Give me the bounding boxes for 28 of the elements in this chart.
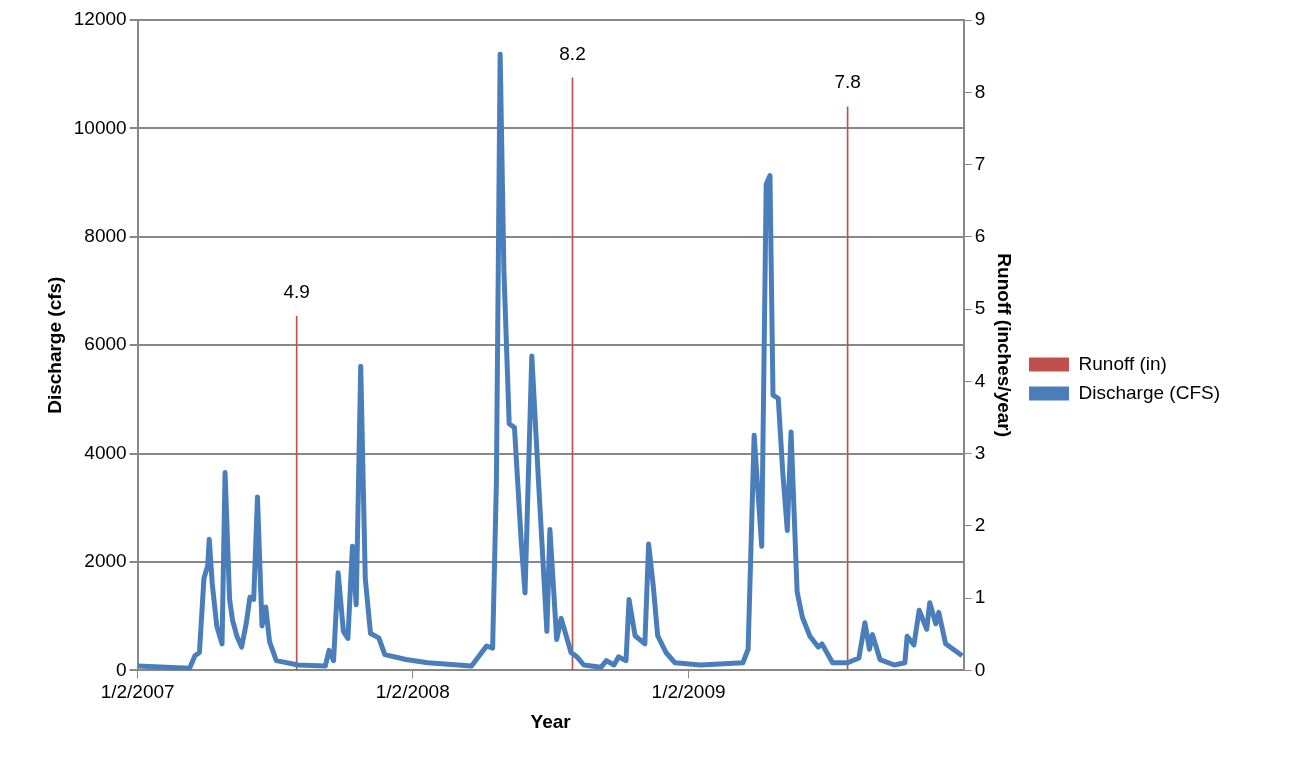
y-tick-label: 0	[116, 658, 127, 680]
y-tick-label: 4000	[84, 441, 127, 463]
y-tick-label: 10000	[73, 116, 127, 138]
y2-tick-label: 2	[974, 514, 986, 536]
x-tick-label: 1/2/2008	[375, 681, 450, 703]
y-axis-title: Discharge (cfs)	[43, 276, 65, 414]
y2-tick-label: 7	[974, 152, 986, 174]
y-tick-label: 12000	[73, 8, 127, 30]
y2-tick-label: 1	[974, 586, 986, 608]
x-axis-title: Year	[530, 710, 572, 732]
y2-tick-label: 9	[974, 8, 986, 30]
data-label: 8.2	[559, 42, 586, 64]
legend-label: Discharge (CFS)	[1078, 381, 1221, 403]
y2-tick-label: 5	[974, 297, 986, 319]
y2-tick-label: 0	[974, 658, 986, 680]
y2-axis-title: Runoff (inches/year)	[994, 253, 1016, 438]
y-tick-label: 6000	[84, 333, 127, 355]
y2-tick-label: 8	[974, 80, 986, 102]
x-tick-label: 1/2/2007	[100, 681, 175, 703]
y2-tick-label: 4	[974, 369, 986, 391]
x-tick-label: 1/2/2009	[651, 681, 726, 703]
data-label: 7.8	[834, 71, 861, 93]
legend-label: Runoff (in)	[1078, 352, 1167, 374]
y2-tick-label: 3	[974, 441, 986, 463]
data-label: 4.9	[283, 281, 310, 303]
y2-tick-label: 6	[974, 225, 986, 247]
y-tick-label: 2000	[84, 550, 127, 572]
y-tick-label: 8000	[84, 225, 127, 247]
